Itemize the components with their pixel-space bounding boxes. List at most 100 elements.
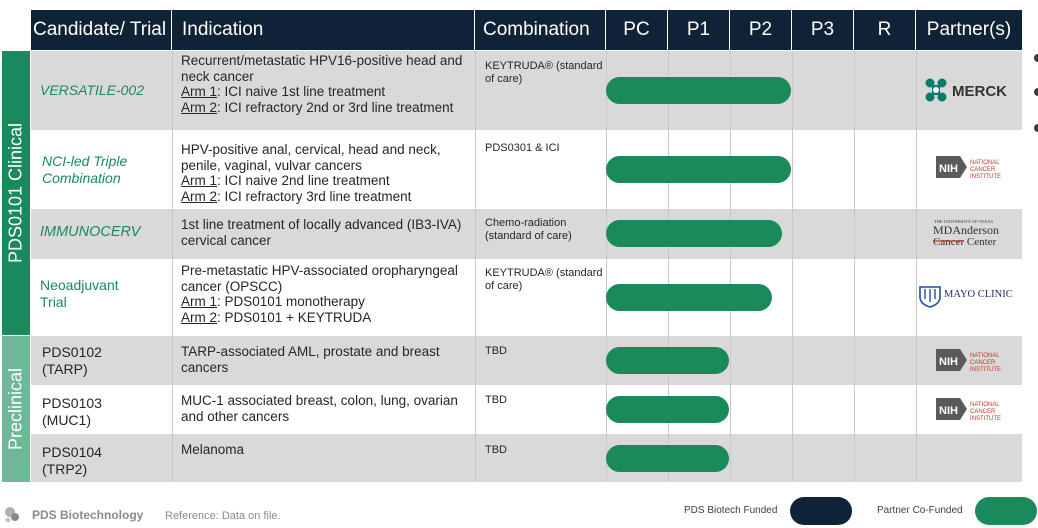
indication-text: Melanoma: [181, 442, 245, 457]
column-divider: [730, 51, 731, 482]
indication-text: Recurrent/metastatic HPV16-positive head…: [181, 53, 463, 84]
legend-pds-swatch: [790, 497, 852, 525]
svg-text:CANCER: CANCER: [970, 167, 996, 173]
arm-text: : ICI naive 2nd line treatment: [217, 173, 390, 188]
header-phase-label: P3: [810, 19, 835, 40]
arm-text: : ICI refractory 2nd or 3rd line treatme…: [217, 99, 454, 115]
arm-text: : ICI naive 1st line treatment: [217, 84, 386, 99]
header-candidate: Candidate/ Trial: [31, 10, 172, 50]
svg-text:NIH: NIH: [939, 163, 958, 175]
candidate-name: NCI-led Triple Combination: [42, 153, 128, 186]
row-divider: [31, 384, 1022, 385]
column-divider: [916, 51, 917, 482]
nih-nci-logo-graphic: NIH NATIONAL CANCER INSTITUTE: [936, 398, 1001, 422]
arm-label: Arm 2: [181, 309, 218, 325]
legend-pds-label: PDS Biotech Funded: [684, 505, 778, 516]
progress-bar: [606, 156, 791, 183]
md-anderson-logo: THE UNIVERSITY OF TEXAS MDAnderson Cance…: [926, 217, 1012, 249]
legend-partner-label: Partner Co-Funded: [877, 505, 963, 516]
indication-text: MUC-1 associated breast, colon, lung, ov…: [181, 393, 458, 424]
progress-bar: [606, 77, 791, 104]
column-divider: [792, 51, 793, 482]
indication-cell: TARP-associated AML, prostate and breast…: [181, 344, 469, 375]
nih-nci-logo: NIH NATIONAL CANCER INSTITUTE: [934, 153, 1004, 181]
section-preclinical-band: Preclinical: [2, 336, 30, 482]
header-phase-p2: P2: [730, 10, 792, 50]
column-divider: [668, 51, 669, 482]
progress-bar: [606, 396, 729, 423]
header-phase-label: R: [877, 19, 892, 40]
arm-label: Arm 2: [181, 99, 218, 115]
combination-cell: TBD: [485, 444, 507, 456]
svg-text:NIH: NIH: [939, 356, 958, 368]
arm-1-line: Arm 1: ICI naive 2nd line treatment: [181, 173, 469, 189]
column-divider: [475, 51, 476, 482]
table-row: [31, 259, 1022, 335]
row-divider: [31, 258, 1022, 259]
arm-2-line: Arm 2: ICI refractory 3rd line treatment: [181, 189, 469, 205]
legend-partner-swatch: [975, 497, 1037, 525]
candidate-name: VERSATILE-002: [40, 82, 145, 98]
svg-text:INSTITUTE: INSTITUTE: [970, 367, 1001, 373]
svg-text:THE UNIVERSITY OF TEXAS: THE UNIVERSITY OF TEXAS: [934, 219, 994, 224]
arm-2-line: Arm 2: ICI refractory 2nd or 3rd line tr…: [181, 100, 469, 116]
indication-cell: HPV-positive anal, cervical, head and ne…: [181, 142, 469, 204]
table-row: [31, 209, 1022, 258]
arm-text: : ICI refractory 3rd line treatment: [217, 188, 412, 204]
combination-cell: PDS0301 & ICI: [485, 142, 560, 154]
section-preclinical-label: Preclinical: [5, 367, 26, 451]
arm-label: Arm 1: [181, 84, 218, 99]
column-divider: [854, 51, 855, 482]
nih-nci-logo: NIH NATIONAL CANCER INSTITUTE: [934, 395, 1004, 423]
arm-label: Arm 1: [181, 294, 218, 309]
merck-logo-text: MERCK: [952, 83, 1007, 100]
header-phase-p3: P3: [792, 10, 854, 50]
row-divider: [31, 434, 1022, 435]
candidate-name: PDS0103 (MUC1): [42, 395, 102, 428]
section-clinical-band: PDS0101 Clinical: [2, 51, 30, 335]
progress-bar: [606, 220, 782, 247]
combination-cell: KEYTRUDA® (standard of care): [485, 267, 603, 292]
combination-cell: TBD: [485, 394, 507, 406]
edge-dot: [1034, 88, 1038, 96]
combination-cell: KEYTRUDA® (standard of care): [485, 60, 603, 85]
indication-cell: Pre-metastatic HPV-associated oropharyng…: [181, 263, 469, 325]
header-partners-label: Partner(s): [926, 19, 1012, 40]
header-indication-label: Indication: [182, 19, 264, 40]
indication-text: Pre-metastatic HPV-associated oropharyng…: [181, 263, 458, 294]
arm-1-line: Arm 1: PDS0101 monotherapy: [181, 294, 469, 310]
merck-logo: MERCK: [922, 75, 1018, 105]
md-anderson-logo-graphic: THE UNIVERSITY OF TEXAS MDAnderson Cance…: [933, 219, 999, 248]
header-partners: Partner(s): [916, 10, 1022, 50]
arm-1-line: Arm 1: ICI naive 1st line treatment: [181, 84, 469, 100]
combination-cell: Chemo-radiation (standard of care): [485, 217, 572, 242]
nih-nci-logo-graphic: NIH NATIONAL CANCER INSTITUTE: [936, 156, 1001, 180]
company-logo-icon: [5, 507, 19, 523]
mayo-clinic-logo-text: MAYO CLINIC: [944, 289, 1013, 300]
table-row: [31, 336, 1022, 384]
svg-text:INSTITUTE: INSTITUTE: [970, 174, 1001, 180]
svg-text:NATIONAL: NATIONAL: [970, 160, 1000, 166]
reference-note: Reference: Data on file.: [165, 510, 281, 522]
arm-2-line: Arm 2: PDS0101 + KEYTRUDA: [181, 310, 469, 326]
header-phase-label: PC: [623, 19, 650, 40]
candidate-name: PDS0102 (TARP): [42, 344, 102, 377]
candidate-name: IMMUNOCERV: [40, 224, 141, 240]
header-candidate-label: Candidate/ Trial: [33, 19, 167, 40]
header-phase-label: P1: [686, 19, 711, 40]
header-indication: Indication: [172, 10, 475, 50]
table-row: [31, 51, 1022, 129]
header-combination: Combination: [475, 10, 606, 50]
table-row: [31, 385, 1022, 434]
section-clinical-label: PDS0101 Clinical: [5, 122, 26, 264]
header-phase-label: P2: [748, 19, 773, 40]
indication-text: TARP-associated AML, prostate and breast…: [181, 344, 440, 375]
header-phase-pc: PC: [606, 10, 668, 50]
company-name: PDS Biotechnology: [32, 508, 144, 522]
edge-dot: [1034, 124, 1038, 132]
candidate-name: Neoadjuvant Trial: [40, 277, 119, 310]
edge-dot: [1034, 54, 1038, 62]
mayo-clinic-logo-graphic: MAYO CLINIC: [919, 286, 1013, 308]
progress-bar: [606, 347, 729, 374]
svg-text:MDAnderson: MDAnderson: [933, 223, 999, 237]
